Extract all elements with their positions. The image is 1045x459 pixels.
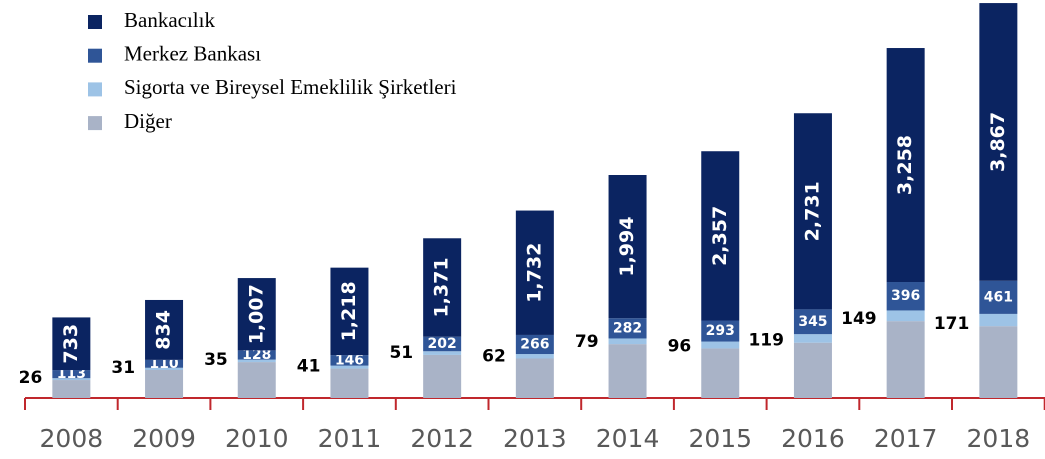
bar-segment — [423, 354, 462, 398]
bar-segment — [237, 350, 276, 360]
bar-segment — [701, 320, 740, 342]
legend-label: Merkez Bankası — [124, 42, 261, 66]
x-tick-label: 2010 — [225, 424, 289, 453]
x-tick-label: 2015 — [688, 424, 752, 453]
x-tick-label: 2018 — [967, 424, 1031, 453]
data-label: 293 — [706, 323, 735, 339]
data-label: 2,357 — [709, 206, 731, 266]
bar-segment — [237, 278, 276, 351]
bar-segment — [979, 280, 1018, 314]
legend-label: Diğer — [124, 109, 172, 133]
data-label: 461 — [984, 289, 1013, 305]
data-label: 62 — [482, 347, 506, 367]
legend-swatch — [88, 48, 102, 63]
bar-segment — [793, 113, 832, 310]
data-label: 345 — [798, 314, 827, 330]
bar-segment — [237, 362, 276, 398]
bar-segment — [793, 342, 832, 398]
data-label: 96 — [668, 336, 692, 356]
data-label: 1,007 — [245, 284, 267, 344]
data-label: 128 — [242, 347, 271, 363]
legend-swatch — [88, 15, 102, 29]
data-label: 31 — [111, 358, 135, 378]
data-label: 733 — [60, 324, 82, 364]
legend-swatch — [88, 82, 102, 97]
bar-segment — [145, 369, 184, 398]
legend-label: Sigorta ve Bireysel Emeklilik Şirketleri — [124, 75, 457, 99]
x-tick-label: 2011 — [318, 424, 382, 453]
data-label: 3,258 — [894, 135, 916, 195]
data-label: 146 — [335, 352, 364, 368]
data-label: 35 — [204, 350, 228, 370]
bar-segment — [886, 321, 925, 398]
data-label: 26 — [19, 368, 43, 388]
data-label: 3,867 — [987, 112, 1009, 172]
x-tick-label: 2013 — [503, 424, 567, 453]
bar-segment — [886, 48, 925, 283]
bar-segment — [886, 282, 925, 311]
data-label: 171 — [934, 314, 970, 334]
bar-segment — [793, 309, 832, 335]
legend-label: Bankacılık — [124, 8, 215, 32]
data-label: 1,994 — [616, 217, 638, 277]
bar-segment — [515, 210, 554, 335]
bar-segment — [608, 338, 647, 345]
x-tick-label: 2008 — [40, 424, 104, 453]
data-label: 396 — [891, 288, 920, 304]
bar-segment — [423, 238, 462, 337]
bar-segment — [52, 380, 91, 398]
data-label: 834 — [153, 310, 175, 350]
bar-segment — [52, 378, 91, 381]
bar-segment — [423, 336, 462, 352]
data-label: 1,732 — [523, 243, 545, 303]
data-label: 2,731 — [801, 181, 823, 241]
bar-segment — [979, 3, 1018, 281]
bar-segment — [701, 151, 740, 321]
bar-segment — [886, 310, 925, 322]
bar-segment — [608, 318, 647, 339]
x-tick-label: 2012 — [410, 424, 474, 453]
bar-segment — [237, 359, 276, 363]
bar-segment — [515, 334, 554, 355]
data-label: 119 — [748, 331, 784, 351]
bar-segment — [515, 358, 554, 398]
data-label: 1,218 — [338, 281, 360, 341]
data-label: 113 — [57, 366, 86, 382]
x-tick-label: 2014 — [596, 424, 660, 453]
x-tick-label: 2016 — [781, 424, 845, 453]
bar-segment — [608, 344, 647, 398]
data-label: 41 — [297, 357, 321, 377]
x-tick-label: 2017 — [874, 424, 938, 453]
bar-segment — [979, 313, 1018, 327]
bar-segment — [979, 326, 1018, 398]
data-label: 149 — [841, 309, 877, 329]
bar-segment — [423, 351, 462, 355]
bar-segment — [52, 370, 91, 379]
bar-segment — [793, 334, 832, 343]
data-label: 266 — [520, 336, 549, 352]
data-label: 79 — [575, 332, 599, 352]
data-label: 202 — [428, 336, 457, 352]
bar-segment — [145, 359, 184, 368]
data-label: 51 — [389, 343, 413, 363]
bar-segment — [701, 341, 740, 349]
bar-segment — [52, 317, 91, 371]
legend-swatch — [88, 116, 102, 131]
bar-segment — [608, 175, 647, 319]
bar-segment — [330, 355, 369, 366]
bar-segment — [145, 299, 184, 360]
bar-segment — [145, 367, 184, 370]
bar-segment — [330, 368, 369, 398]
bar-segment — [330, 267, 369, 356]
x-tick-label: 2009 — [132, 424, 196, 453]
bar-segment — [515, 354, 554, 359]
data-label: 1,371 — [431, 257, 453, 317]
data-label: 282 — [613, 320, 642, 336]
bar-segment — [701, 348, 740, 398]
bar-segment — [330, 365, 369, 369]
